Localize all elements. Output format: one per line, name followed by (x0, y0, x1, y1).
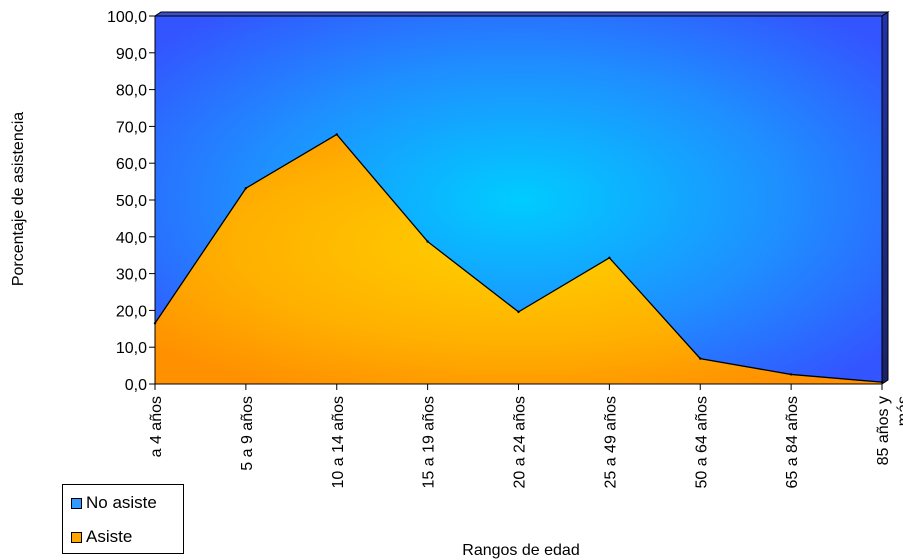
x-tick-label: 20 a 24 años (512, 396, 529, 489)
x-tick-label: a 4 años (148, 396, 165, 457)
axes: 0,0 10,0 20,0 30,0 40,0 50,0 60,0 70,0 80,0 90,0 1… (107, 9, 903, 489)
data-point-asiste (608, 256, 611, 259)
legend-item-asiste: Asiste (71, 526, 132, 548)
y-axis-title: Porcentaje de asistencia (10, 112, 27, 286)
data-point-asiste (517, 310, 520, 314)
y-tick-label: 90,0 (116, 46, 147, 63)
x-tick-label: 10 a 14 años (330, 396, 347, 489)
y-tick-label: 60,0 (116, 156, 147, 173)
x-tick-label: 65 a 84 años (784, 396, 801, 489)
data-point-asiste (699, 357, 702, 360)
x-tick-label: 25 a 49 años (602, 396, 619, 489)
y-tick-label: 70,0 (116, 119, 147, 136)
series-area-asiste (155, 134, 882, 384)
y-tick-label: 100,0 (107, 9, 147, 26)
x-tick-label: más (895, 396, 903, 426)
no-asiste-top-face (153, 11, 890, 17)
legend: No asiste Asiste (62, 484, 184, 554)
data-point-asiste (335, 133, 338, 136)
plot-area (153, 11, 890, 385)
data-point-asiste (789, 373, 793, 376)
legend-swatch-asiste (71, 531, 82, 543)
y-tick-label: 50,0 (116, 193, 147, 210)
data-point-asiste (880, 380, 884, 384)
legend-item-no-asiste: No asiste (71, 492, 157, 514)
y-tick-label: 0,0 (125, 377, 147, 394)
x-tick-label: 15 a 19 años (421, 396, 438, 489)
x-tick-label: 50 a 64 años (693, 396, 710, 489)
x-axis-title: Rangos de edad (462, 542, 579, 559)
data-point-asiste (426, 240, 429, 243)
y-tick-label: 30,0 (116, 267, 147, 284)
data-point-asiste (244, 187, 248, 190)
side-face (881, 11, 889, 385)
x-tick-label: 5 a 9 años (239, 396, 256, 471)
y-tick-label: 10,0 (116, 340, 147, 357)
legend-label-no-asiste: No asiste (86, 493, 157, 512)
y-tick-label: 20,0 (116, 303, 147, 320)
y-tick-label: 80,0 (116, 83, 147, 100)
x-tick-label: 85 años y (875, 396, 892, 465)
legend-label-asiste: Asiste (86, 527, 133, 546)
legend-swatch-no-asiste (71, 497, 82, 509)
y-tick-label: 40,0 (116, 230, 147, 247)
